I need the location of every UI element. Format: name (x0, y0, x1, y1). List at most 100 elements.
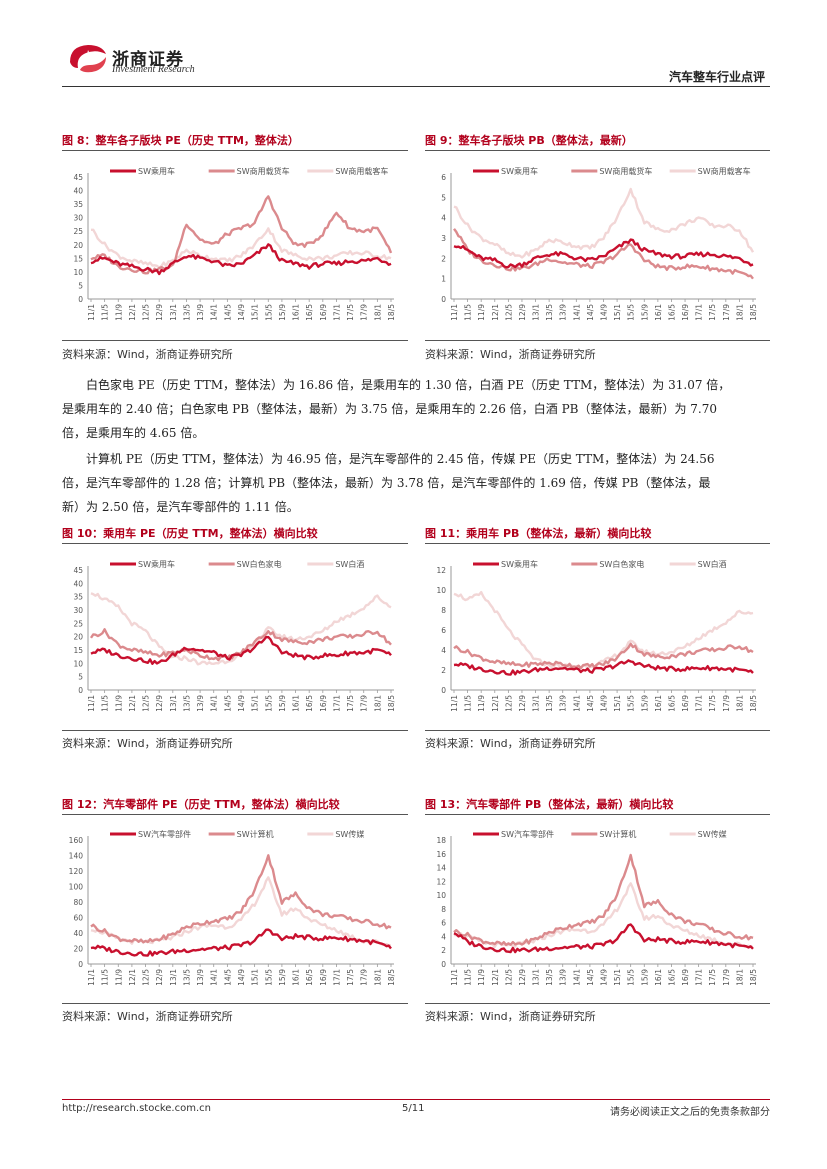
figure-13-title: 图 13：汽车零部件 PB（整体法，最新）横向比较 (425, 798, 674, 811)
y-tick-label: 60 (73, 914, 83, 923)
y-tick-label: 25 (73, 619, 83, 628)
x-tick-label: 13/9 (559, 969, 568, 986)
series-line-3 (453, 187, 755, 259)
legend-label: SW商用载客车 (698, 166, 751, 176)
y-tick-label: 10 (436, 891, 446, 900)
y-tick-label: 10 (436, 586, 446, 595)
x-tick-label: 11/1 (450, 304, 459, 321)
x-tick-label: 14/5 (223, 304, 232, 321)
figure-8-rule (62, 150, 408, 151)
y-tick-label: 25 (73, 227, 83, 236)
figure-13-source: 资料来源：Wind，浙商证券研究所 (425, 1010, 596, 1023)
paragraph-line: 计算机 PE（历史 TTM，整体法）为 46.95 倍，是汽车零部件的 2.45… (86, 452, 715, 466)
legend-label: SW白酒 (335, 559, 364, 569)
x-tick-label: 17/1 (332, 969, 341, 986)
x-tick-label: 12/1 (128, 695, 137, 712)
x-tick-label: 12/9 (518, 304, 527, 321)
x-tick-label: 16/5 (305, 969, 314, 986)
figure-8-bottom-rule (62, 340, 408, 341)
footer-url[interactable]: http://research.stocke.com.cn (62, 1103, 211, 1114)
x-tick-label: 17/1 (695, 304, 704, 321)
x-tick-label: 12/1 (491, 969, 500, 986)
legend-label: SW乘用车 (138, 166, 175, 176)
y-tick-label: 0 (78, 960, 83, 969)
legend-label: SW传媒 (335, 829, 364, 839)
x-tick-label: 11/5 (101, 969, 110, 986)
x-tick-label: 16/9 (681, 695, 690, 712)
x-tick-label: 13/1 (532, 304, 541, 321)
x-tick-label: 18/1 (373, 695, 382, 712)
y-tick-label: 45 (73, 173, 83, 182)
x-tick-label: 12/9 (155, 695, 164, 712)
y-tick-label: 40 (73, 187, 83, 196)
x-tick-label: 17/1 (332, 695, 341, 712)
figure-11-chart: SW乘用车 SW白色家电 SW白酒 0 2 4 6 8 10 12 11/1 11/5 11/9 12/1… (436, 559, 758, 712)
x-tick-label: 17/1 (332, 304, 341, 321)
x-tick-label: 14/5 (586, 304, 595, 321)
x-tick-label: 12/9 (155, 304, 164, 321)
x-tick-label: 15/5 (264, 304, 273, 321)
figure-12-chart: SW汽车零部件 SW计算机 SW传媒 0 20 40 60 80 100 120 140 160 11/… (69, 829, 396, 986)
x-tick-label: 11/9 (114, 304, 123, 321)
x-tick-label: 14/1 (572, 969, 581, 986)
x-tick-label: 16/5 (667, 304, 676, 321)
x-tick-label: 13/9 (196, 695, 205, 712)
x-tick-label: 18/1 (373, 304, 382, 321)
x-tick-label: 11/9 (477, 969, 486, 986)
y-tick-label: 40 (73, 579, 83, 588)
x-tick-label: 13/5 (182, 695, 191, 712)
x-tick-label: 17/5 (346, 695, 355, 712)
legend-label: SW白酒 (698, 559, 727, 569)
report-type: 汽车整车行业点评 (668, 70, 765, 84)
page-number: 5/11 (402, 1103, 425, 1114)
figure-10-chart: SW乘用车 SW白色家电 SW白酒 0 5 10 15 20 25 30 35 40 45 11/1 11/… (73, 559, 396, 712)
y-tick-label: 10 (73, 659, 83, 668)
x-tick-label: 15/1 (613, 695, 622, 712)
y-tick-label: 20 (73, 945, 83, 954)
x-tick-label: 11/9 (477, 695, 486, 712)
series-line-1 (453, 238, 754, 269)
x-tick-label: 13/1 (532, 695, 541, 712)
y-tick-label: 1 (441, 275, 446, 284)
legend-label: SW商用载货车 (237, 166, 290, 176)
x-tick-label: 14/1 (210, 695, 219, 712)
y-tick-label: 35 (73, 200, 83, 209)
x-tick-label: 15/9 (640, 304, 649, 321)
x-tick-label: 16/5 (667, 695, 676, 712)
y-tick-label: 30 (73, 214, 83, 223)
x-tick-label: 12/5 (142, 969, 151, 986)
legend-label: SW商用载客车 (335, 166, 388, 176)
x-tick-label: 15/9 (640, 695, 649, 712)
y-tick-label: 0 (441, 960, 446, 969)
x-tick-label: 14/9 (237, 969, 246, 986)
x-tick-label: 16/1 (292, 304, 301, 321)
x-tick-label: 13/5 (545, 304, 554, 321)
figure-10-bottom-rule (62, 730, 408, 731)
x-tick-label: 16/1 (654, 969, 663, 986)
x-tick-label: 14/1 (572, 695, 581, 712)
x-tick-label: 15/5 (264, 969, 273, 986)
legend-label: SW乘用车 (138, 559, 175, 569)
y-tick-label: 120 (69, 867, 84, 876)
figure-11-title: 图 11：乘用车 PB（整体法，最新）横向比较 (425, 527, 652, 540)
series-line-3 (453, 882, 754, 949)
figure-10-source: 资料来源：Wind，浙商证券研究所 (62, 737, 233, 750)
x-tick-label: 15/1 (251, 695, 260, 712)
x-tick-label: 12/1 (491, 695, 500, 712)
x-tick-label: 12/9 (518, 695, 527, 712)
y-tick-label: 12 (436, 566, 446, 575)
x-tick-label: 15/9 (640, 969, 649, 986)
x-tick-label: 14/5 (223, 969, 232, 986)
y-tick-label: 140 (69, 852, 84, 861)
y-tick-label: 20 (73, 241, 83, 250)
legend-label: SW乘用车 (501, 559, 538, 569)
x-tick-label: 11/1 (87, 969, 96, 986)
x-tick-label: 16/9 (319, 304, 328, 321)
y-tick-label: 15 (73, 254, 83, 263)
x-tick-label: 13/1 (169, 304, 178, 321)
y-tick-label: 2 (441, 946, 446, 955)
x-tick-label: 14/1 (210, 304, 219, 321)
x-tick-label: 11/5 (464, 969, 473, 986)
x-tick-label: 12/9 (155, 969, 164, 986)
series-line-1 (453, 923, 754, 954)
